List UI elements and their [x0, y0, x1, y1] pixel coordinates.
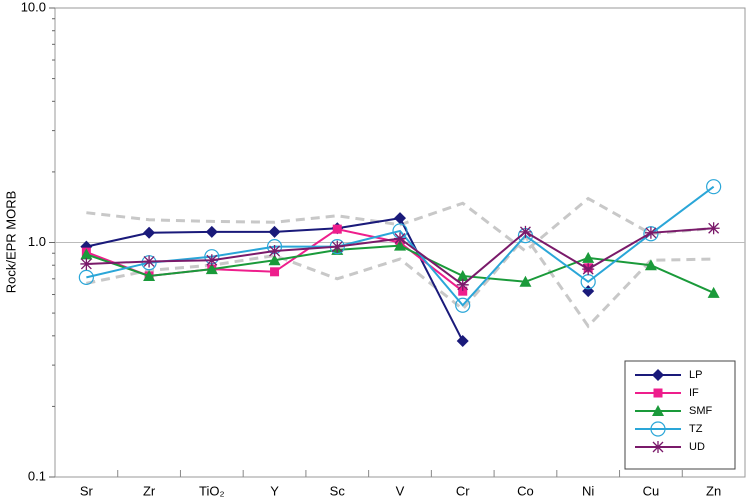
point — [519, 225, 532, 238]
point — [394, 232, 406, 245]
point — [332, 224, 342, 234]
y-axis-label: Rock/EPR MORB — [3, 191, 18, 294]
series-line — [86, 229, 588, 291]
point — [78, 269, 94, 285]
point — [270, 267, 280, 277]
point — [644, 259, 657, 271]
x-tick-label: Sr — [80, 483, 94, 498]
x-tick-label: Cu — [643, 483, 660, 498]
point — [205, 263, 218, 275]
legend-box — [624, 360, 736, 470]
point — [331, 240, 344, 253]
x-tick-label: Co — [517, 483, 534, 498]
legend-marker — [652, 405, 664, 416]
point — [143, 226, 156, 239]
x-tick-label: TiO₂ — [199, 483, 225, 498]
point — [643, 226, 659, 242]
point — [268, 254, 281, 266]
point — [458, 286, 468, 296]
legend-label: SMF — [689, 405, 713, 417]
legend-marker — [653, 388, 663, 398]
legend-label: IF — [689, 387, 699, 399]
point — [143, 269, 156, 281]
legend-marker — [652, 369, 664, 381]
point — [205, 225, 218, 238]
point — [455, 297, 471, 313]
series-line — [86, 185, 715, 307]
point — [707, 286, 720, 298]
y-tick-label: 10.0 — [21, 0, 46, 14]
legend-label: LP — [689, 369, 702, 381]
point — [456, 278, 469, 291]
point — [456, 335, 469, 348]
envelope-line — [86, 196, 714, 253]
x-tick-label: Sc — [330, 483, 346, 498]
point — [80, 248, 93, 260]
point — [268, 225, 281, 238]
point — [143, 255, 156, 268]
point — [268, 244, 281, 257]
point — [519, 275, 532, 287]
point — [706, 179, 722, 195]
point — [644, 226, 657, 239]
point — [394, 212, 406, 225]
x-tick-label: V — [396, 483, 405, 498]
point — [205, 254, 218, 267]
point — [456, 269, 469, 281]
point — [80, 257, 93, 270]
legend-label: TZ — [689, 423, 703, 435]
point — [394, 239, 406, 251]
y-tick-label: 0.1 — [28, 468, 46, 483]
legend-marker — [650, 421, 666, 437]
legend-marker — [652, 441, 664, 453]
x-tick-label: Ni — [582, 483, 594, 498]
x-tick-label: Zn — [706, 483, 721, 498]
point — [582, 263, 595, 276]
point — [582, 251, 595, 263]
legend-label: UD — [689, 441, 705, 453]
x-tick-label: Zr — [143, 483, 156, 498]
envelope-line — [86, 234, 714, 329]
y-tick-label: 1.0 — [28, 234, 46, 249]
x-tick-label: Y — [270, 483, 279, 498]
point — [707, 222, 720, 235]
x-tick-label: Cr — [456, 483, 470, 498]
